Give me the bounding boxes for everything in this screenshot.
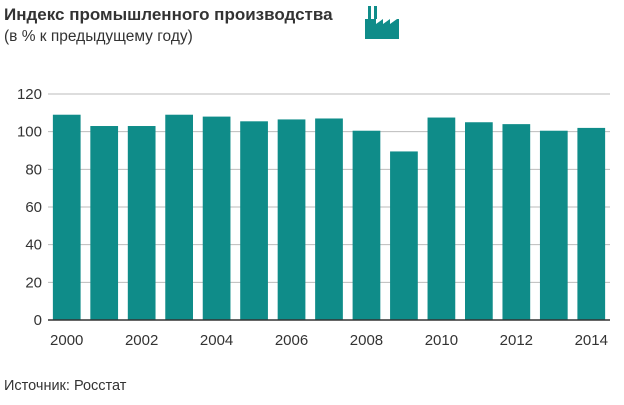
y-tick-labels: 0 20 40 60 80 100 120 bbox=[17, 86, 42, 329]
y-tick-label: 80 bbox=[25, 161, 42, 178]
y-tick-label: 60 bbox=[25, 199, 42, 216]
bar-2009 bbox=[390, 151, 418, 320]
x-tick-label: 2008 bbox=[350, 332, 383, 349]
y-tick-label: 100 bbox=[17, 124, 42, 141]
source-note: Источник: Росстат bbox=[4, 378, 127, 394]
bar-2010 bbox=[427, 117, 456, 321]
bar-2002 bbox=[127, 126, 156, 321]
x-tick-label: 2002 bbox=[125, 332, 158, 349]
x-tick-label: 2014 bbox=[575, 332, 608, 349]
bar-2003 bbox=[165, 114, 193, 320]
bar-2012 bbox=[502, 124, 531, 320]
factory-icon bbox=[365, 6, 399, 39]
y-tick-label: 0 bbox=[34, 312, 42, 329]
bar-2011 bbox=[465, 122, 493, 320]
x-tick-label: 2012 bbox=[500, 332, 533, 349]
chart-subtitle: (в % к предыдущему году) bbox=[4, 28, 193, 45]
x-tick-label: 2000 bbox=[50, 332, 83, 349]
bar-2013 bbox=[539, 130, 568, 320]
bar-2005 bbox=[240, 121, 268, 320]
x-tick-labels: 2000 2002 2004 2006 2008 2010 2012 2014 bbox=[50, 332, 608, 349]
bar-2004 bbox=[202, 116, 231, 320]
x-tick-label: 2010 bbox=[425, 332, 458, 349]
bar-2014 bbox=[577, 127, 606, 321]
bar-2000 bbox=[52, 114, 81, 320]
bar-2001 bbox=[90, 126, 119, 321]
y-tick-label: 120 bbox=[17, 86, 42, 103]
chart-title: Индекс промышленного производства bbox=[4, 5, 333, 24]
y-tick-label: 40 bbox=[25, 237, 42, 254]
y-tick-label: 20 bbox=[25, 274, 42, 291]
bar-2007 bbox=[315, 118, 343, 320]
bars bbox=[52, 114, 606, 321]
bar-2006 bbox=[277, 119, 306, 320]
bar-2008 bbox=[352, 130, 381, 320]
x-tick-label: 2004 bbox=[200, 332, 233, 349]
x-tick-label: 2006 bbox=[275, 332, 308, 349]
